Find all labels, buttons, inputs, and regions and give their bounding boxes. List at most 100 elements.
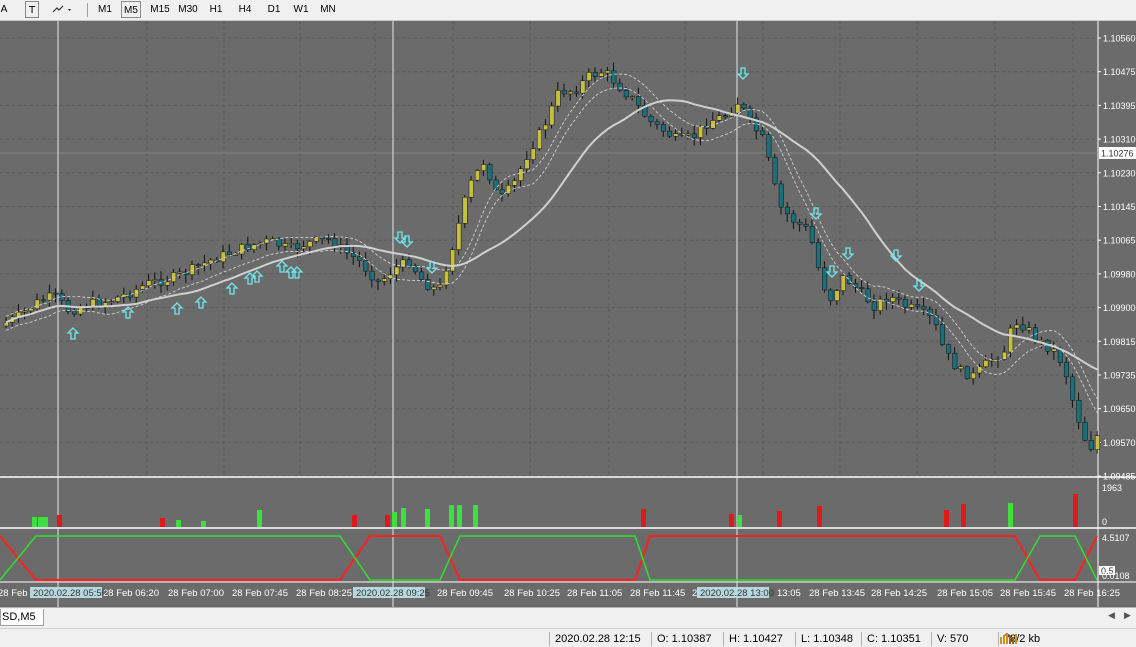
- period-button-h4[interactable]: H4: [238, 4, 252, 15]
- price-label: 1.09900: [1103, 303, 1136, 313]
- period-button-mn[interactable]: MN: [320, 4, 336, 15]
- time-label: 28 Feb 15:45: [1000, 588, 1056, 599]
- buy-arrow-icon[interactable]: [290, 266, 304, 279]
- current-price-marker: [1099, 147, 1136, 159]
- volume-bar-up: [32, 517, 37, 527]
- candle-bear: [915, 304, 921, 307]
- volume-bar-down: [1073, 494, 1078, 527]
- buy-arrow-icon[interactable]: [194, 296, 208, 309]
- candle-bull: [698, 126, 704, 138]
- sell-arrow-icon[interactable]: [841, 247, 855, 260]
- candle-bull: [977, 366, 983, 374]
- sell-arrow-icon[interactable]: [736, 67, 750, 80]
- period-button-h1[interactable]: H1: [209, 4, 223, 15]
- text-tool-icon[interactable]: A: [0, 4, 8, 15]
- sell-arrow-icon[interactable]: [400, 235, 414, 248]
- candle-bull: [586, 72, 592, 82]
- candle-bull: [1001, 351, 1007, 360]
- candle-bear: [1063, 362, 1069, 378]
- period-button-m15[interactable]: M15: [150, 4, 170, 15]
- period-button-m30[interactable]: M30: [178, 4, 198, 15]
- candle-bear: [660, 124, 666, 132]
- volume-bar-up: [392, 512, 397, 527]
- price-label: 1.10395: [1103, 101, 1136, 111]
- price-chart[interactable]: 1.10560 1.10475 1.10395 1.10310 1.10230 1.101…: [0, 21, 1136, 607]
- candle-bear: [636, 96, 642, 106]
- period-button-m5[interactable]: M5: [121, 1, 141, 18]
- volume-bar-down: [641, 509, 646, 527]
- osc-axis-mid: 0.5: [1101, 566, 1114, 576]
- time-label: 28 Feb 15:05: [937, 588, 993, 599]
- candle-bull: [189, 264, 195, 275]
- candle-bull: [958, 366, 964, 370]
- candle-bear: [1020, 324, 1026, 331]
- period-button-m1[interactable]: M1: [98, 4, 112, 15]
- status-bar: 2020.02.28 12:15 O: 1.10387 H: 1.10427 L…: [0, 628, 1136, 647]
- price-label: 1.10560: [1103, 34, 1136, 44]
- volume-bar-up: [43, 517, 48, 527]
- period-button-d1[interactable]: D1: [267, 4, 281, 15]
- volume-bar-up: [176, 520, 181, 527]
- candle-bull: [109, 301, 115, 304]
- candle-bull: [301, 246, 307, 250]
- volume-bar-down: [729, 514, 734, 527]
- volume-axis-min: 0: [1102, 517, 1107, 527]
- candle-bull: [890, 297, 896, 303]
- price-label: 1.10310: [1103, 135, 1136, 145]
- buy-arrow-icon[interactable]: [250, 270, 264, 283]
- candle-bear: [326, 238, 332, 240]
- candle-bear: [561, 90, 567, 95]
- price-label: 1.09650: [1103, 404, 1136, 414]
- time-label: 28 Feb 13:45: [809, 588, 865, 599]
- candle-bear: [952, 352, 958, 370]
- buy-arrow-icon[interactable]: [66, 327, 80, 340]
- candle-bear: [487, 164, 493, 181]
- candle-bear: [344, 244, 350, 254]
- time-label: 2020.02.28 13:00: [700, 588, 774, 599]
- buy-arrow-icon[interactable]: [170, 302, 184, 315]
- candle-bull: [1008, 327, 1014, 353]
- chart-canvas[interactable]: 1.10560 1.10475 1.10395 1.10310 1.10230 1.101…: [0, 21, 1136, 607]
- sell-arrow-icon[interactable]: [825, 265, 839, 278]
- ma-band-lower: [5, 87, 1098, 413]
- status-high: H: 1.10427: [723, 632, 783, 646]
- candle-bull: [177, 271, 183, 274]
- ma-slow: [5, 99, 1098, 371]
- osc-line-red: [0, 535, 1098, 581]
- time-label: 2020.02.28 09:25: [356, 588, 430, 599]
- scroll-left-icon[interactable]: ◀: [1108, 610, 1115, 620]
- tab-chart-symbol[interactable]: SD,M5: [0, 609, 44, 626]
- candle-bull: [115, 296, 121, 302]
- volume-bar-up: [457, 505, 462, 527]
- sell-arrow-icon[interactable]: [889, 249, 903, 262]
- candle-bear: [96, 298, 102, 307]
- shapes-dropdown-icon[interactable]: [50, 1, 76, 18]
- candle-bear: [617, 82, 623, 91]
- time-label: 13:05: [777, 588, 801, 599]
- candle-bull: [381, 278, 387, 282]
- candle-bear: [722, 115, 728, 118]
- candle-bear: [964, 366, 970, 379]
- buy-arrow-icon[interactable]: [275, 260, 289, 273]
- candle-bear: [704, 126, 710, 129]
- candle-bull: [716, 115, 722, 121]
- time-label: 28 Feb 07:00: [168, 588, 224, 599]
- candle-bear: [375, 279, 381, 282]
- sell-arrow-icon[interactable]: [912, 279, 926, 292]
- scroll-right-icon[interactable]: ▶: [1124, 610, 1131, 620]
- candle-bull: [313, 237, 319, 242]
- candle-bear: [611, 70, 617, 84]
- candle-bull: [673, 133, 679, 137]
- volume-bar-down: [160, 518, 165, 527]
- buy-arrow-icon[interactable]: [121, 306, 135, 319]
- buy-arrow-icon[interactable]: [225, 282, 239, 295]
- time-label: 2020.02.28 05:50: [33, 588, 107, 599]
- period-button-w1[interactable]: W1: [293, 4, 309, 15]
- candle-bull: [530, 148, 536, 160]
- candle-bear: [295, 243, 301, 250]
- sell-arrow-icon[interactable]: [425, 261, 439, 274]
- candle-bull: [450, 249, 456, 272]
- sell-arrow-icon[interactable]: [809, 207, 823, 220]
- text-label-icon[interactable]: T: [25, 1, 39, 18]
- status-traffic: 78/2 kb: [998, 632, 1040, 646]
